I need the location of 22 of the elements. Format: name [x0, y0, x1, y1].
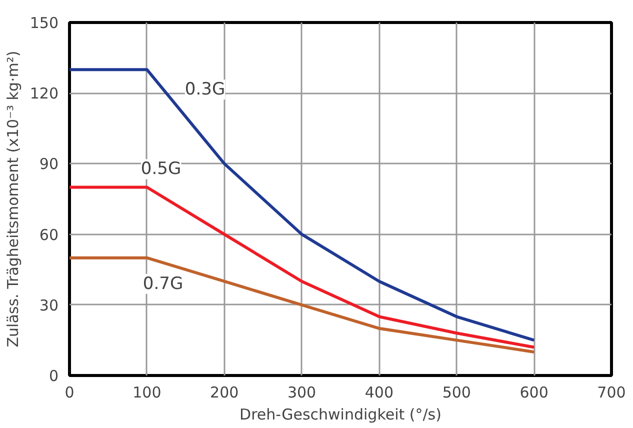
x-tick-label: 500	[442, 384, 471, 402]
series-label: 0.7G	[142, 274, 184, 294]
series-label: 0.5G	[140, 159, 182, 180]
x-tick-label: 200	[210, 384, 239, 402]
y-tick-label: 30	[39, 296, 59, 314]
x-tick-label: 600	[520, 384, 548, 402]
x-tick-label: 0	[64, 384, 74, 402]
y-tick-label: 60	[39, 226, 59, 244]
x-tick-label: 100	[132, 384, 162, 402]
line-series	[70, 68, 536, 342]
y-tick-label: 150	[30, 14, 59, 32]
y-tick-label: 90	[39, 155, 59, 174]
x-axis-title: Dreh-Geschwindigkeit (°/s)	[240, 406, 442, 424]
x-tick-label: 400	[364, 384, 394, 402]
line-series	[70, 186, 536, 349]
y-tick-label: 0	[48, 367, 59, 385]
line-series	[70, 256, 536, 354]
y-tick-label: 120	[30, 84, 59, 103]
series-label: 0.3G	[184, 80, 226, 100]
x-tick-label: 700	[597, 384, 626, 402]
y-axis-title: Zuläss. Trägheitsmoment (x10⁻³ kg·m²)	[4, 50, 22, 348]
x-tick-label: 300	[287, 384, 316, 402]
